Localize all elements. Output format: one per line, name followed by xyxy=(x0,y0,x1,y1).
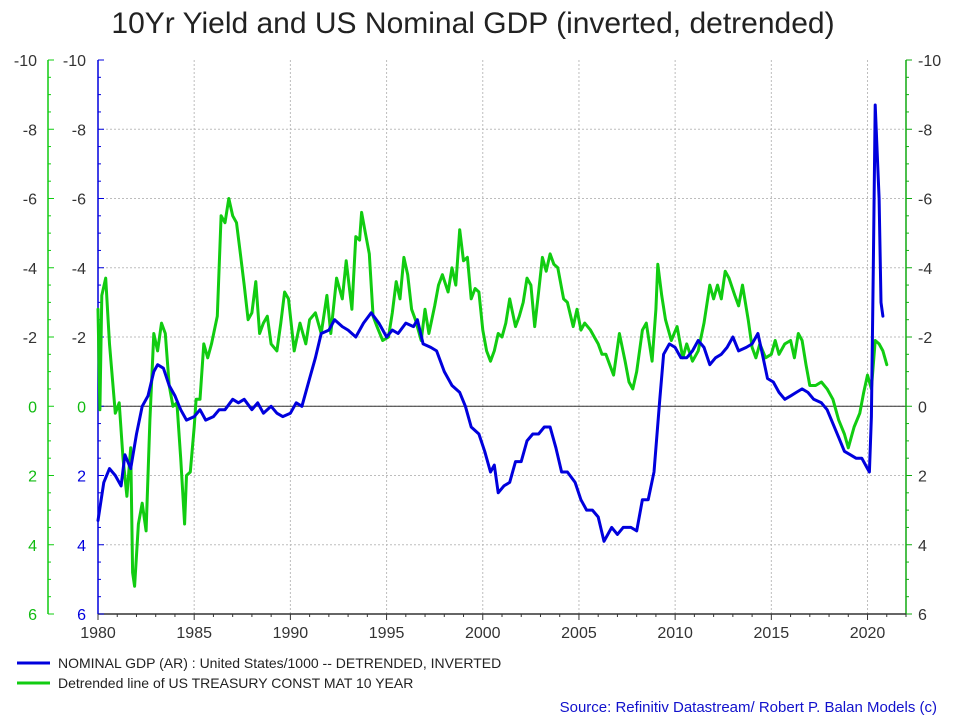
y-tick-label-inner-left: -4 xyxy=(72,261,86,278)
y-tick-label-outer-left: 0 xyxy=(28,399,37,416)
y-tick-label-right: -10 xyxy=(918,53,941,70)
series-line-treasury xyxy=(96,197,889,588)
x-tick-label: 1980 xyxy=(80,625,116,642)
y-tick-label-right: 4 xyxy=(918,538,927,555)
source-note: Source: Refinitiv Datastream/ Robert P. … xyxy=(560,699,937,716)
y-tick-label-inner-left: -8 xyxy=(72,122,86,139)
chart-title: 10Yr Yield and US Nominal GDP (inverted,… xyxy=(111,7,834,40)
x-tick-label: 1990 xyxy=(273,625,309,642)
x-tick-label: 1995 xyxy=(369,625,405,642)
y-tick-label-outer-left: -8 xyxy=(23,122,37,139)
y-tick-label-right: -8 xyxy=(918,122,932,139)
tick-labels: -10 -8 -6 -4 -2 0 2 4 6 -10 -8 -6 -4 -2 0 2 4 6 -10 -8 -6 -4 -… xyxy=(14,53,941,642)
y-tick-label-inner-left: 2 xyxy=(77,469,86,486)
x-tick-label: 2015 xyxy=(754,625,790,642)
x-tick-label: 1985 xyxy=(176,625,212,642)
y-tick-label-right: 6 xyxy=(918,607,927,624)
axes xyxy=(47,59,912,620)
x-tick-label: 2010 xyxy=(657,625,693,642)
y-tick-label-outer-left: 2 xyxy=(28,469,37,486)
y-tick-label-outer-left: -10 xyxy=(14,53,37,70)
y-tick-label-outer-left: 6 xyxy=(28,607,37,624)
y-tick-label-outer-left: 4 xyxy=(28,538,37,555)
series-line-gdp xyxy=(96,103,885,543)
y-tick-label-inner-left: 0 xyxy=(77,399,86,416)
y-tick-label-inner-left: 6 xyxy=(77,607,86,624)
x-tick-label: 2020 xyxy=(850,625,886,642)
y-tick-label-inner-left: -10 xyxy=(63,53,86,70)
y-tick-label-right: -2 xyxy=(918,330,932,347)
y-tick-label-right: 0 xyxy=(918,399,927,416)
y-tick-label-inner-left: -6 xyxy=(72,192,86,209)
legend-label-treasury: Detrended line of US TREASURY CONST MAT … xyxy=(58,675,413,691)
legend: NOMINAL GDP (AR) : United States/1000 --… xyxy=(17,655,501,691)
y-tick-label-outer-left: -6 xyxy=(23,192,37,209)
x-tick-label: 2000 xyxy=(465,625,501,642)
y-tick-label-right: -6 xyxy=(918,192,932,209)
legend-label-gdp: NOMINAL GDP (AR) : United States/1000 --… xyxy=(58,655,501,671)
y-tick-label-right: 2 xyxy=(918,469,927,486)
y-tick-label-inner-left: 4 xyxy=(77,538,86,555)
y-tick-label-right: -4 xyxy=(918,261,932,278)
y-tick-label-outer-left: -2 xyxy=(23,330,37,347)
y-tick-label-inner-left: -2 xyxy=(72,330,86,347)
x-tick-label: 2005 xyxy=(561,625,597,642)
y-tick-label-outer-left: -4 xyxy=(23,261,37,278)
series-lines xyxy=(96,103,889,588)
